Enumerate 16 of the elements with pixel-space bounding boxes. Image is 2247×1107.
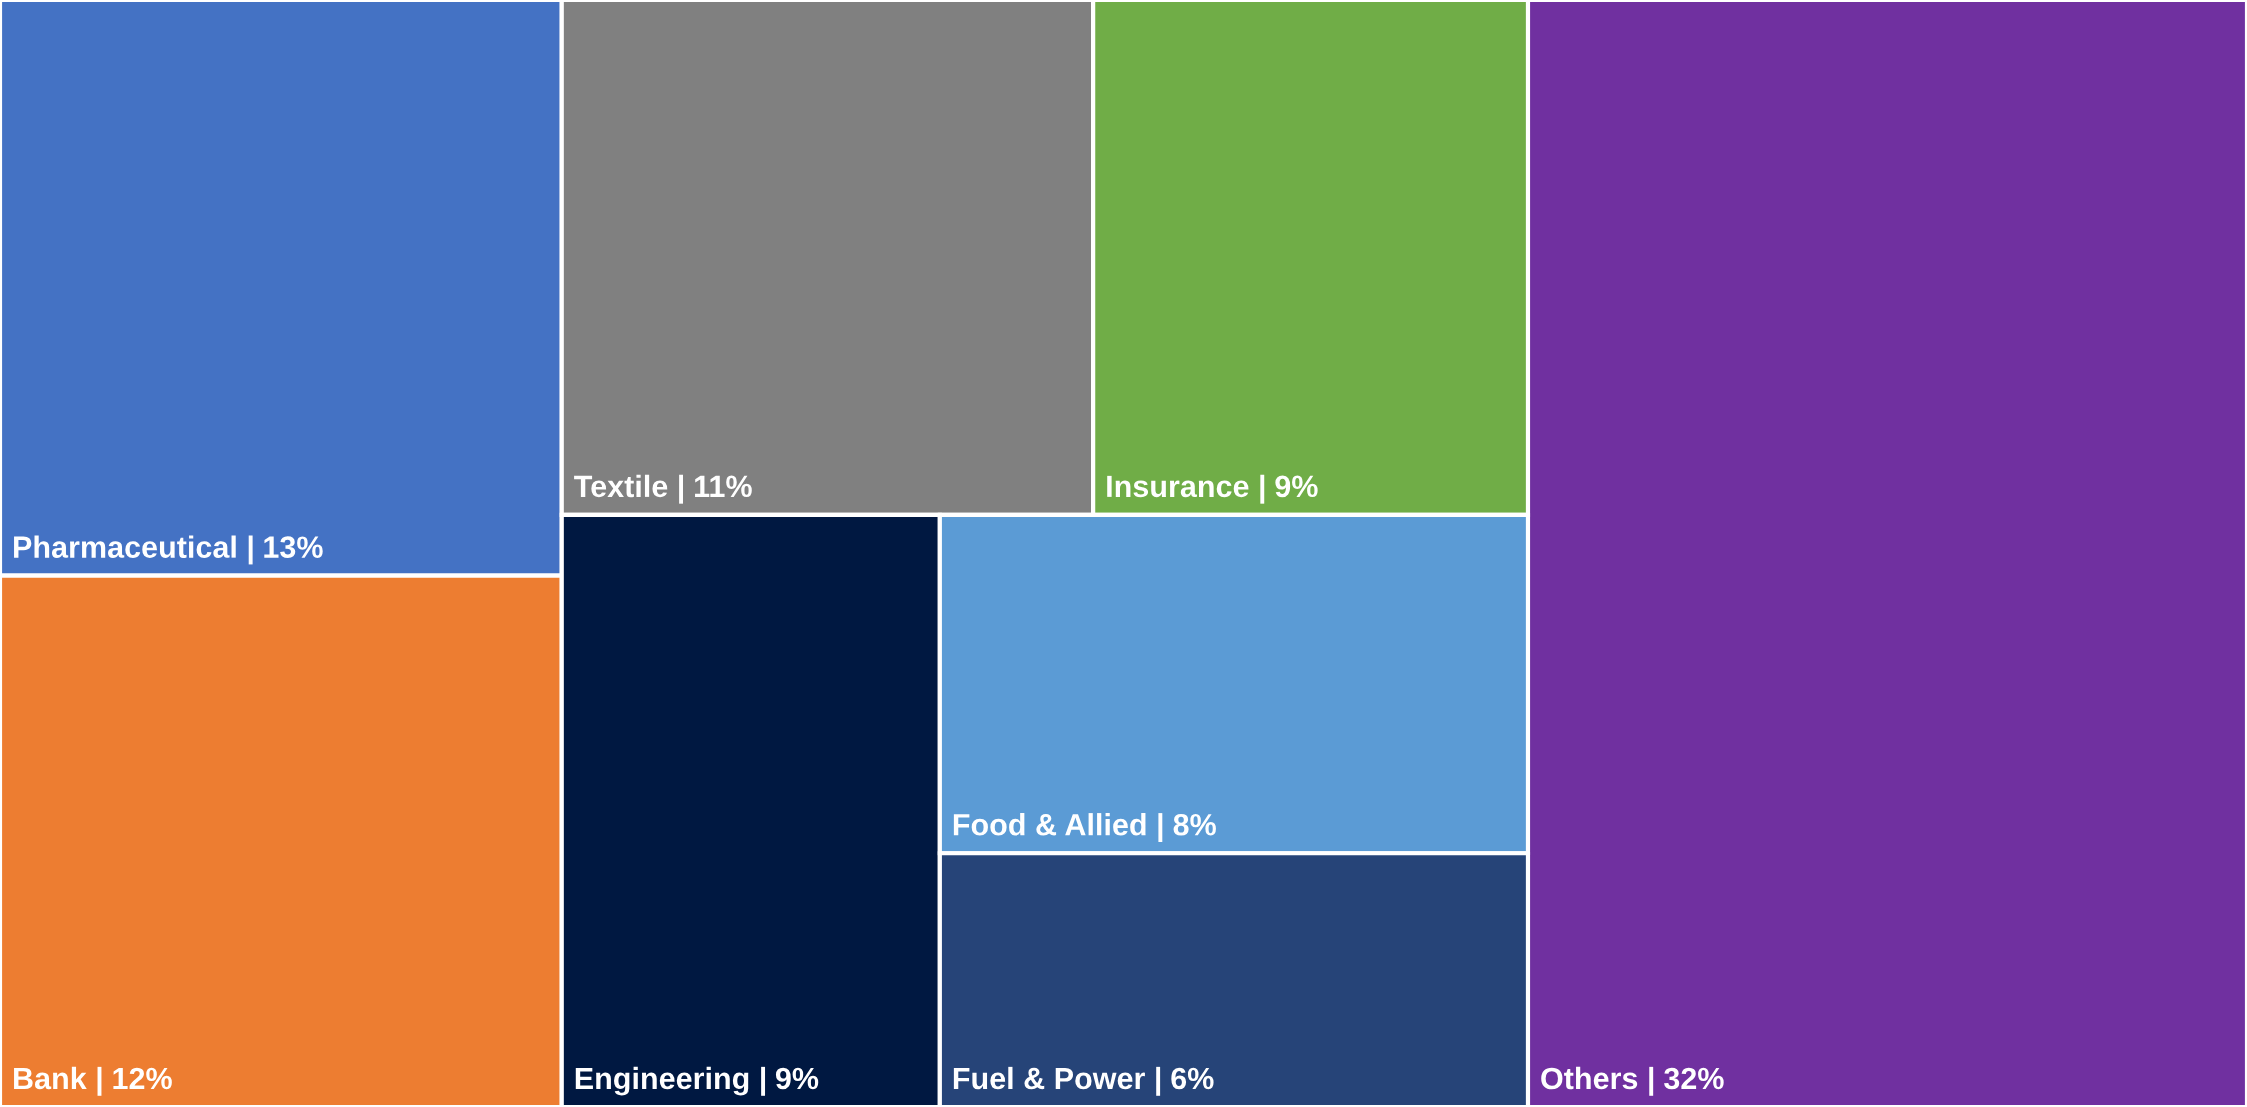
category-label: Pharmaceutical | — [14, 535, 253, 565]
category-label: Food & Allied | — [953, 813, 1163, 843]
data-label: 9% — [1275, 475, 1318, 498]
category-label: Insurance | — [1107, 474, 1265, 504]
category-label: Fuel & Power | — [953, 1066, 1161, 1096]
data-label: 8% — [1173, 813, 1216, 836]
data-label: 6% — [1171, 1067, 1214, 1090]
category-label: Engineering | — [575, 1066, 766, 1096]
category-label: Others | — [1541, 1066, 1654, 1096]
category-label: Bank | — [14, 1066, 102, 1096]
data-label: 13% — [264, 536, 323, 558]
data-label: 11% — [695, 475, 752, 498]
data-label: 32% — [1664, 1067, 1724, 1090]
data-label: 9% — [775, 1067, 819, 1090]
data-label: 12% — [113, 1067, 172, 1090]
category-label: Textile | — [574, 474, 684, 504]
